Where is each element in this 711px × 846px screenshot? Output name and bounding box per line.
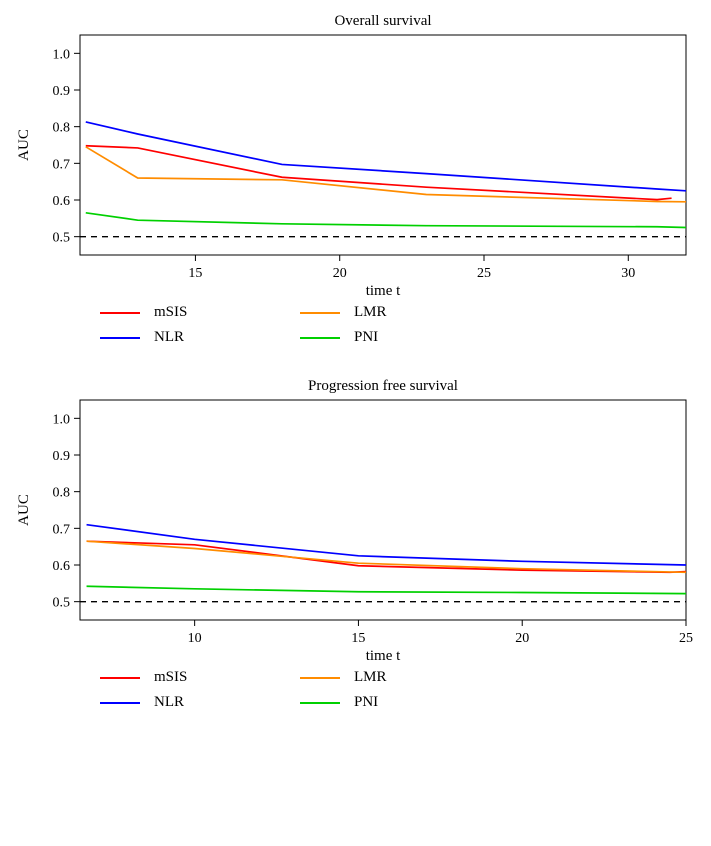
x-tick-label: 25 xyxy=(477,266,491,281)
y-tick-label: 1.0 xyxy=(53,412,71,427)
legend-item-nlr: NLR xyxy=(100,325,300,350)
chart-title: Overall survival xyxy=(334,13,431,29)
chart-title: Progression free survival xyxy=(308,378,458,394)
legend-label: PNI xyxy=(354,694,378,711)
chart-panel: Progression free survival 0.5 0.6 0.7 0.8 0.9… xyxy=(10,375,701,715)
series-line-pni xyxy=(87,586,686,593)
legend-swatch xyxy=(300,702,340,704)
legend-item-msis: mSIS xyxy=(100,665,300,690)
chart-panel: Overall survival 0.5 0.6 0.7 0.8 0.9 1.0 15 20 25… xyxy=(10,10,701,350)
legend-label: LMR xyxy=(354,304,387,321)
legend-item-msis: mSIS xyxy=(100,300,300,325)
legend-label: LMR xyxy=(354,669,387,686)
x-tick-label: 20 xyxy=(333,266,347,281)
x-tick-label: 10 xyxy=(188,631,202,646)
x-axis-label: time t xyxy=(366,283,401,299)
legend-swatch xyxy=(300,677,340,679)
legend-label: NLR xyxy=(154,694,184,711)
x-tick-label: 25 xyxy=(679,631,693,646)
plot-area: Overall survival 0.5 0.6 0.7 0.8 0.9 1.0 15 20 25… xyxy=(10,10,701,300)
y-tick-label: 0.7 xyxy=(53,157,71,172)
legend-swatch xyxy=(300,312,340,314)
x-axis-label: time t xyxy=(366,648,401,664)
legend-swatch xyxy=(100,312,140,314)
legend: mSIS LMR NLR PNI xyxy=(100,665,620,715)
legend-label: mSIS xyxy=(154,304,187,321)
y-axis-label: AUC xyxy=(16,494,32,526)
legend-swatch xyxy=(100,702,140,704)
y-tick-label: 0.5 xyxy=(53,596,71,611)
legend-item-nlr: NLR xyxy=(100,690,300,715)
series-line-pni xyxy=(86,213,686,228)
legend-item-pni: PNI xyxy=(300,690,500,715)
x-tick-label: 15 xyxy=(351,631,365,646)
y-tick-label: 0.8 xyxy=(53,486,71,501)
x-tick-label: 20 xyxy=(515,631,529,646)
legend-item-pni: PNI xyxy=(300,325,500,350)
y-tick-label: 0.9 xyxy=(53,449,71,464)
legend-label: NLR xyxy=(154,329,184,346)
chart-svg: Overall survival 0.5 0.6 0.7 0.8 0.9 1.0 15 20 25… xyxy=(10,10,701,300)
plot-area: Progression free survival 0.5 0.6 0.7 0.8 0.9… xyxy=(10,375,701,665)
legend-item-lmr: LMR xyxy=(300,300,500,325)
legend-label: mSIS xyxy=(154,669,187,686)
y-tick-label: 0.9 xyxy=(53,84,71,99)
y-axis-label: AUC xyxy=(16,129,32,161)
y-tick-label: 0.5 xyxy=(53,231,71,246)
legend-swatch xyxy=(300,337,340,339)
x-tick-label: 30 xyxy=(621,266,635,281)
y-tick-label: 0.8 xyxy=(53,121,71,136)
legend-item-lmr: LMR xyxy=(300,665,500,690)
y-tick-label: 0.6 xyxy=(53,559,71,574)
legend-label: PNI xyxy=(354,329,378,346)
chart-svg: Progression free survival 0.5 0.6 0.7 0.8 0.9… xyxy=(10,375,701,665)
x-tick-label: 15 xyxy=(188,266,202,281)
y-tick-label: 1.0 xyxy=(53,47,71,62)
legend-swatch xyxy=(100,677,140,679)
legend-swatch xyxy=(100,337,140,339)
series-line-msis xyxy=(86,146,672,200)
y-tick-label: 0.7 xyxy=(53,522,71,537)
y-tick-label: 0.6 xyxy=(53,194,71,209)
legend: mSIS LMR NLR PNI xyxy=(100,300,620,350)
